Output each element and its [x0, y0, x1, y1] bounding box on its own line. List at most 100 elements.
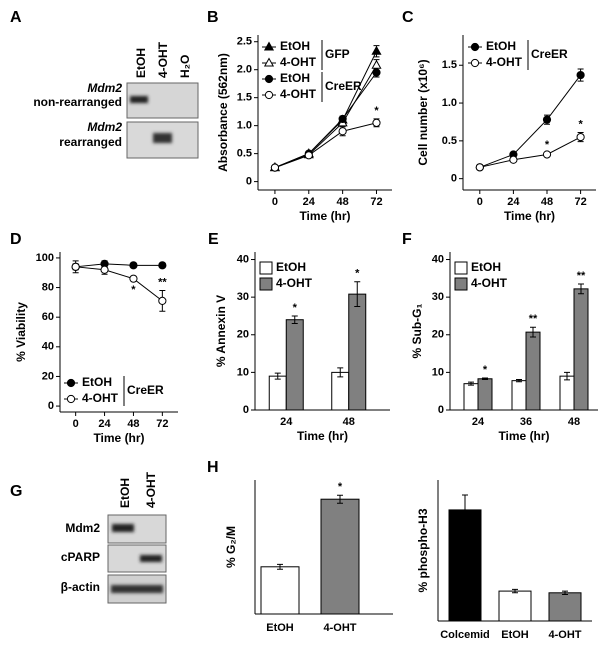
gel-band — [112, 524, 134, 532]
x-tick-label: 48 — [337, 196, 349, 208]
error-bar — [512, 588, 518, 594]
bar — [285, 319, 304, 411]
legend-marker — [263, 57, 275, 67]
x-tick-label: 24 — [280, 416, 293, 428]
x-tick-label: 0 — [272, 196, 278, 208]
marker — [371, 59, 382, 69]
marker — [372, 68, 381, 77]
y-tick-label: 1.0 — [237, 120, 252, 132]
marker — [371, 45, 382, 55]
x-tick-label: 72 — [370, 196, 382, 208]
marker — [509, 155, 518, 164]
y-axis-title: % Viability — [14, 302, 28, 362]
legend-marker — [263, 41, 275, 51]
error-bar — [562, 590, 568, 596]
legend-label: 4-OHT — [280, 87, 317, 101]
panel-letter: G — [10, 483, 22, 500]
row-label: cPARP — [61, 550, 100, 564]
error-bar — [578, 283, 584, 295]
gene-label: Mdm2 — [87, 120, 122, 134]
error-bar — [530, 326, 536, 338]
x-tick-label: 24 — [507, 196, 520, 208]
bar — [511, 380, 527, 411]
y-tick-label: 0 — [451, 173, 457, 185]
y-axis-title: Absorbance (562nm) — [216, 53, 230, 172]
legend-label: 4-OHT — [471, 276, 508, 290]
marker — [129, 261, 138, 270]
annotation: * — [293, 302, 298, 314]
y-tick-label: 1.5 — [442, 59, 457, 71]
y-axis-title: Cell number (x10⁶) — [416, 59, 430, 165]
row-label: non-rearranged — [33, 95, 122, 109]
panel-letter: D — [10, 231, 22, 248]
lane-label: EtOH — [134, 48, 148, 78]
y-axis-title: % G₂/M — [224, 526, 238, 568]
series-line — [479, 136, 581, 168]
annotation: * — [338, 481, 343, 493]
annotation: * — [578, 118, 583, 130]
bar — [268, 375, 287, 411]
legend-label: EtOH — [82, 375, 112, 389]
legend-label: EtOH — [486, 39, 516, 53]
error-bar — [277, 563, 283, 570]
legend-marker — [66, 378, 76, 388]
annotation: ** — [577, 270, 586, 282]
y-tick-label: 80 — [42, 281, 54, 293]
legend-marker — [470, 58, 480, 68]
y-tick-label: 10 — [432, 366, 444, 378]
y-tick-label: 2.5 — [237, 36, 252, 48]
series-line — [479, 74, 581, 168]
x-tick-label: EtOH — [501, 629, 529, 641]
lane-label: EtOH — [118, 478, 132, 508]
x-axis-title: Time (hr) — [299, 209, 350, 223]
marker — [158, 261, 167, 270]
y-tick-label: 0 — [246, 176, 252, 188]
x-tick-label: 0 — [477, 196, 483, 208]
error-bar — [564, 371, 570, 381]
error-bar — [291, 315, 298, 324]
x-tick-label: EtOH — [266, 622, 294, 634]
error-bar — [337, 367, 344, 378]
bar — [525, 331, 541, 411]
x-tick-label: 48 — [127, 418, 139, 430]
x-tick-label: 4-OHT — [549, 629, 582, 641]
legend-group: CreER — [325, 79, 362, 93]
series-line — [274, 122, 377, 169]
marker — [129, 274, 138, 283]
y-tick-label: 100 — [36, 252, 54, 264]
x-tick-label: 72 — [574, 196, 586, 208]
series-line — [274, 72, 377, 169]
bar — [573, 288, 589, 411]
y-tick-label: 40 — [432, 253, 444, 265]
error-bar — [482, 377, 488, 381]
error-bar — [468, 381, 474, 386]
marker — [475, 163, 484, 172]
bar — [463, 383, 479, 411]
error-bar — [274, 372, 281, 380]
marker — [338, 114, 347, 124]
gene-label: Mdm2 — [87, 81, 122, 95]
gel-band — [130, 96, 148, 103]
marker — [158, 296, 167, 305]
y-tick-label: 1.5 — [237, 92, 252, 104]
panel-letter: C — [402, 9, 414, 26]
legend-label: EtOH — [280, 71, 310, 85]
panel-letter: E — [208, 231, 219, 248]
annotation: * — [355, 268, 360, 280]
marker — [71, 262, 80, 271]
annotation: ** — [158, 276, 167, 288]
y-tick-label: 20 — [42, 370, 54, 382]
y-tick-label: 30 — [237, 291, 249, 303]
y-tick-label: 40 — [42, 341, 54, 353]
row-label: rearranged — [59, 135, 122, 149]
y-axis-title: % Sub-G₁ — [410, 303, 424, 358]
y-tick-label: 60 — [42, 311, 54, 323]
error-bar — [516, 379, 522, 383]
y-tick-label: 2.0 — [237, 64, 252, 76]
error-bar — [354, 281, 361, 308]
x-tick-label: 0 — [73, 418, 79, 430]
y-tick-label: 20 — [432, 329, 444, 341]
legend-marker — [264, 90, 274, 100]
marker — [576, 70, 585, 80]
bar — [559, 375, 575, 411]
